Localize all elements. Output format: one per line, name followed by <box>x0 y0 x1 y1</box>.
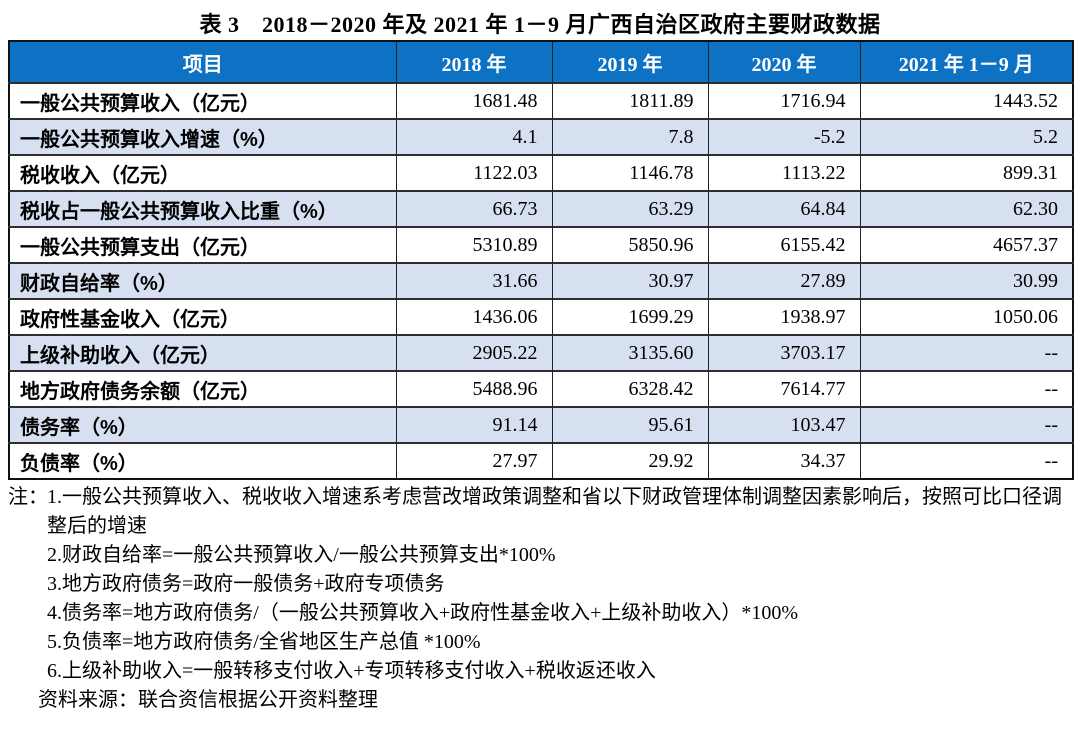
row-value: 30.97 <box>551 262 708 299</box>
row-value: 62.30 <box>859 190 1073 227</box>
row-value: 4.1 <box>395 118 552 155</box>
row-value: 4657.37 <box>859 226 1073 263</box>
column-header-item: 项目 <box>9 41 396 83</box>
row-label: 一般公共预算收入增速（%） <box>9 118 396 155</box>
table-row: 税收占一般公共预算收入比重（%） 66.73 63.29 64.84 62.30 <box>9 190 1073 227</box>
note-item: 2.财政自给率=一般公共预算收入/一般公共预算支出*100% <box>47 544 556 566</box>
column-header-period: 2020 年 <box>707 41 860 83</box>
row-value: 27.97 <box>395 442 552 479</box>
table-title: 表 3 2018－2020 年及 2021 年 1－9 月广西自治区政府主要财政… <box>199 12 881 37</box>
row-value: -- <box>859 406 1073 443</box>
row-value: 1122.03 <box>395 154 552 191</box>
table-row: 财政自给率（%） 31.66 30.97 27.89 30.99 <box>9 262 1073 299</box>
row-value: 103.47 <box>707 406 860 443</box>
row-label: 税收占一般公共预算收入比重（%） <box>9 190 396 227</box>
row-label: 政府性基金收入（亿元） <box>9 298 396 335</box>
note-item: 4.债务率=地方政府债务/（一般公共预算收入+政府性基金收入+上级补助收入）*1… <box>47 602 799 624</box>
table-row: 政府性基金收入（亿元） 1436.06 1699.29 1938.97 1050.06 <box>9 298 1073 335</box>
row-value: 91.14 <box>395 406 552 443</box>
table-row: 一般公共预算收入增速（%） 4.1 7.8 -5.2 5.2 <box>9 118 1073 155</box>
row-value: 1699.29 <box>551 298 708 335</box>
row-value: 1050.06 <box>859 298 1073 335</box>
row-value: 1681.48 <box>395 82 552 119</box>
row-value: 63.29 <box>551 190 708 227</box>
table-row: 债务率（%） 91.14 95.61 103.47 -- <box>9 406 1073 443</box>
row-value: 30.99 <box>859 262 1073 299</box>
row-label: 税收收入（亿元） <box>9 154 396 191</box>
row-value: 5310.89 <box>395 226 552 263</box>
table-row: 一般公共预算收入（亿元） 1681.48 1811.89 1716.94 1443.52 <box>9 82 1073 119</box>
table-row: 上级补助收入（亿元） 2905.22 3135.60 3703.17 -- <box>9 334 1073 371</box>
row-label: 一般公共预算支出（亿元） <box>9 226 396 263</box>
row-label: 财政自给率（%） <box>9 262 396 299</box>
row-label: 债务率（%） <box>9 406 396 443</box>
row-value: 5.2 <box>859 118 1073 155</box>
row-value: 29.92 <box>551 442 708 479</box>
row-value: 64.84 <box>707 190 860 227</box>
row-value: 95.61 <box>551 406 708 443</box>
row-value: 6328.42 <box>551 370 708 407</box>
row-value: 1811.89 <box>551 82 708 119</box>
note-item: 1.一般公共预算收入、税收收入增速系考虑营改增政策调整和省以下财政管理体制调整因… <box>47 486 1062 537</box>
table-row: 负债率（%） 27.97 29.92 34.37 -- <box>9 442 1073 479</box>
row-label: 一般公共预算收入（亿元） <box>9 82 396 119</box>
row-value: 7.8 <box>551 118 708 155</box>
row-value: 1716.94 <box>707 82 860 119</box>
table-row: 一般公共预算支出（亿元） 5310.89 5850.96 6155.42 4657.37 <box>9 226 1073 263</box>
row-label: 上级补助收入（亿元） <box>9 334 396 371</box>
row-label: 地方政府债务余额（亿元） <box>9 370 396 407</box>
note-item: 6.上级补助收入=一般转移支付收入+专项转移支付收入+税收返还收入 <box>47 660 656 682</box>
table-row: 税收收入（亿元） 1122.03 1146.78 1113.22 899.31 <box>9 154 1073 191</box>
row-value: 1938.97 <box>707 298 860 335</box>
row-value: 1436.06 <box>395 298 552 335</box>
row-value: 5488.96 <box>395 370 552 407</box>
column-header-period: 2021 年 1－9 月 <box>859 41 1073 83</box>
row-value: 1113.22 <box>707 154 860 191</box>
row-value: 1443.52 <box>859 82 1073 119</box>
notes-source: 资料来源：联合资信根据公开资料整理 <box>38 689 378 711</box>
row-label: 负债率（%） <box>9 442 396 479</box>
table-row: 地方政府债务余额（亿元） 5488.96 6328.42 7614.77 -- <box>9 370 1073 407</box>
row-value: 7614.77 <box>707 370 860 407</box>
notes-section: 注： 1.一般公共预算收入、税收收入增速系考虑营改增政策调整和省以下财政管理体制… <box>0 483 1080 715</box>
finance-table: 项目 2018 年 2019 年 2020 年 2021 年 1－9 月 一般公共预算收… <box>8 40 1074 480</box>
row-value: 3703.17 <box>707 334 860 371</box>
row-value: -- <box>859 334 1073 371</box>
row-value: -5.2 <box>707 118 860 155</box>
row-value: 6155.42 <box>707 226 860 263</box>
table-body: 一般公共预算收入（亿元） 1681.48 1811.89 1716.94 1443.52… <box>9 82 1073 479</box>
row-value: 27.89 <box>707 262 860 299</box>
column-header-period: 2019 年 <box>551 41 708 83</box>
header-row: 项目 2018 年 2019 年 2020 年 2021 年 1－9 月 <box>9 41 1073 83</box>
note-item: 3.地方政府债务=政府一般债务+政府专项债务 <box>47 573 445 595</box>
row-value: -- <box>859 442 1073 479</box>
row-value: 66.73 <box>395 190 552 227</box>
row-value: 34.37 <box>707 442 860 479</box>
row-value: 31.66 <box>395 262 552 299</box>
row-value: 1146.78 <box>551 154 708 191</box>
row-value: 2905.22 <box>395 334 552 371</box>
column-header-period: 2018 年 <box>395 41 552 83</box>
row-value: 899.31 <box>859 154 1073 191</box>
row-value: -- <box>859 370 1073 407</box>
row-value: 5850.96 <box>551 226 708 263</box>
notes-list: 1.一般公共预算收入、税收收入增速系考虑营改增政策调整和省以下财政管理体制调整因… <box>47 483 1070 686</box>
row-value: 3135.60 <box>551 334 708 371</box>
notes-prefix: 注： <box>8 486 48 508</box>
note-item: 5.负债率=地方政府债务/全省地区生产总值 *100% <box>47 631 481 653</box>
